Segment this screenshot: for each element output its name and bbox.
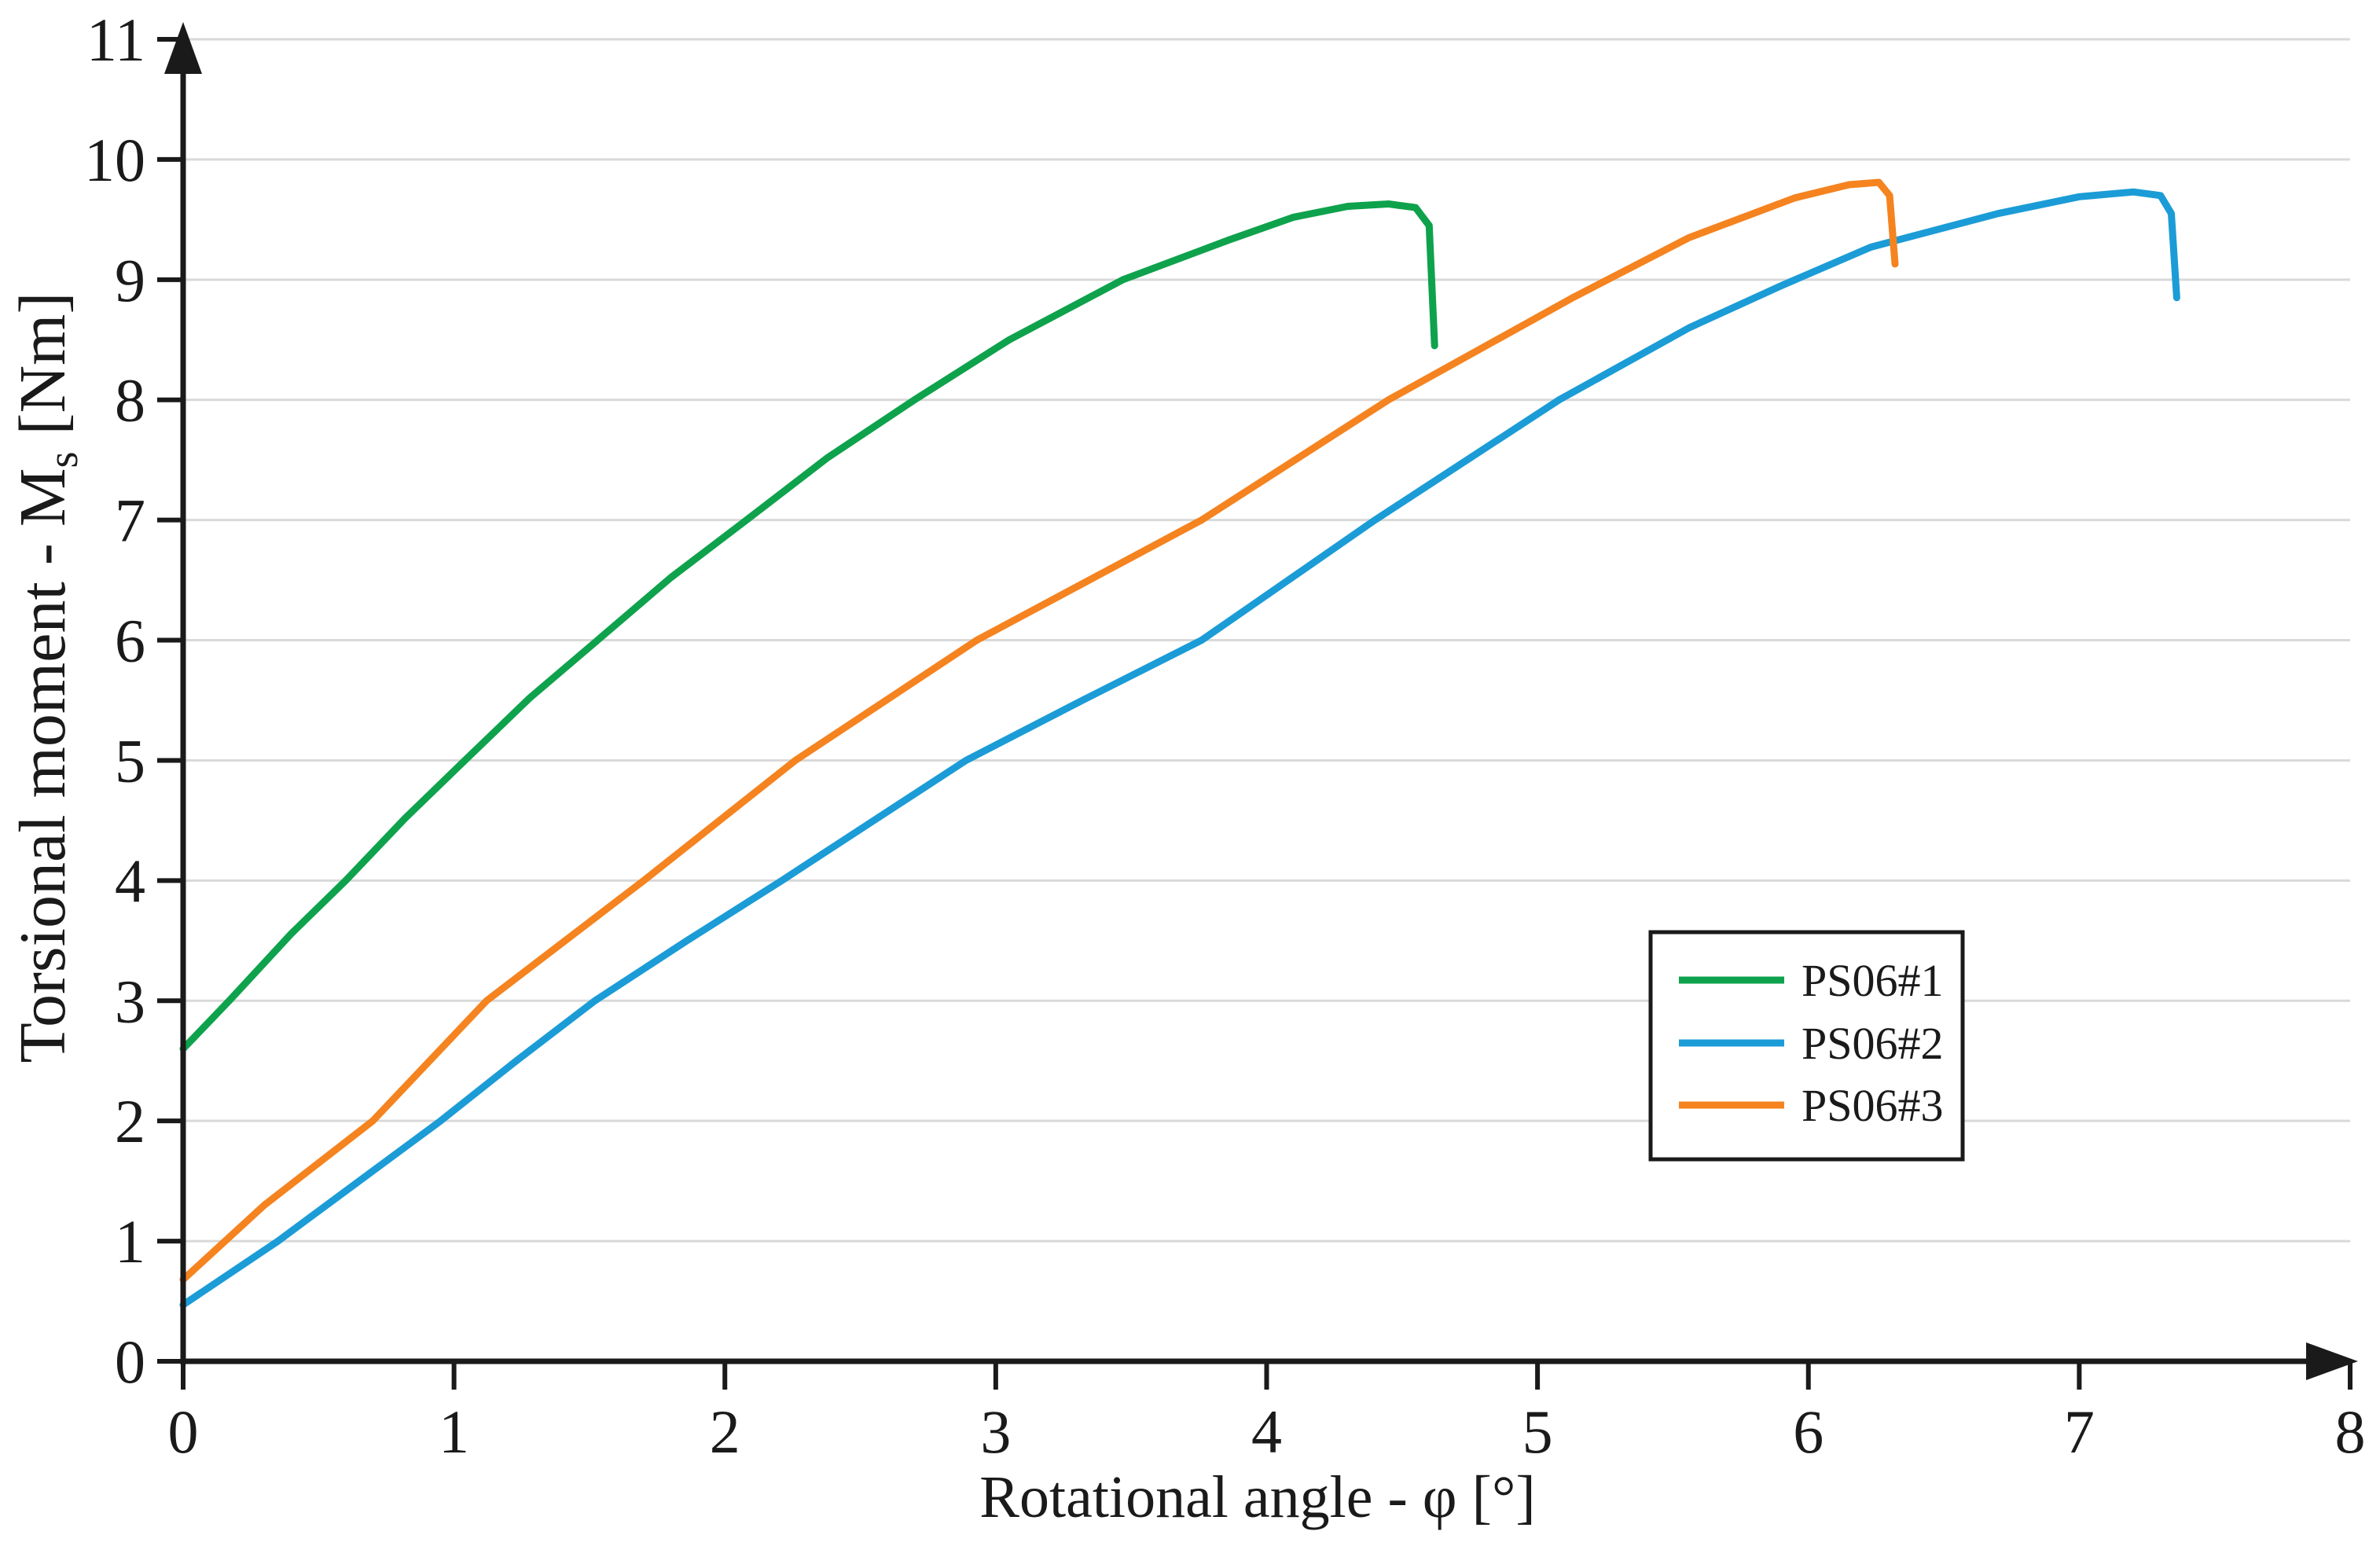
legend-item: PS06#2 xyxy=(1679,1018,1944,1069)
y-tick-label: 8 xyxy=(115,366,145,435)
y-tick-label: 9 xyxy=(115,246,145,314)
x-tick-label: 0 xyxy=(168,1397,199,1466)
y-axis-arrowhead xyxy=(164,22,202,74)
y-axis-title-subscript: s xyxy=(39,451,86,468)
y-tick-label: 7 xyxy=(115,487,145,555)
y-axis-title-unit: [Nm] xyxy=(6,292,79,452)
x-tick-label: 1 xyxy=(439,1397,469,1466)
y-tick-label: 3 xyxy=(115,967,145,1035)
series-line-ps06-2 xyxy=(179,188,2180,1309)
tick-labels: 0 1 2 3 4 5 6 7 8 0 1 2 3 4 5 6 7 8 9 10 11 xyxy=(84,6,2366,1466)
y-tick-label: 1 xyxy=(115,1207,145,1276)
y-axis-title: Torsional moment - Ms [Nm] xyxy=(6,292,86,1063)
y-axis-title-main: Torsional moment - M xyxy=(6,468,79,1063)
x-tick-label: 2 xyxy=(710,1397,740,1466)
y-tick-label: 5 xyxy=(115,726,145,795)
x-axis-title: Rotational angle - φ [°] xyxy=(979,1464,1535,1530)
legend-item: PS06#1 xyxy=(1679,955,1944,1006)
x-tick-label: 4 xyxy=(1251,1397,1282,1466)
legend: PS06#1 PS06#2 PS06#3 xyxy=(1648,930,1965,1162)
x-axis-arrowhead xyxy=(2306,1342,2358,1380)
y-tick-label: 4 xyxy=(115,846,145,915)
legend-label: PS06#3 xyxy=(1802,1080,1944,1131)
legend-item: PS06#3 xyxy=(1679,1080,1944,1131)
y-tick-label: 2 xyxy=(115,1087,145,1155)
y-tick-label: 6 xyxy=(115,607,145,675)
y-tick-label: 0 xyxy=(115,1328,145,1396)
axis-ticks xyxy=(157,37,2352,1390)
series-line-ps06-3 xyxy=(179,178,1899,1283)
x-tick-label: 8 xyxy=(2335,1397,2366,1466)
gridlines xyxy=(183,38,2350,1243)
x-tick-label: 5 xyxy=(1522,1397,1553,1466)
series-line-ps06-1 xyxy=(179,200,1438,1052)
legend-label: PS06#2 xyxy=(1802,1018,1944,1069)
x-tick-label: 6 xyxy=(1793,1397,1824,1466)
y-tick-label: 11 xyxy=(86,6,145,74)
x-tick-label: 3 xyxy=(980,1397,1011,1466)
x-tick-label: 7 xyxy=(2064,1397,2095,1466)
legend-label: PS06#1 xyxy=(1802,955,1944,1006)
series-lines xyxy=(179,178,2180,1309)
y-tick-label: 10 xyxy=(84,126,145,194)
